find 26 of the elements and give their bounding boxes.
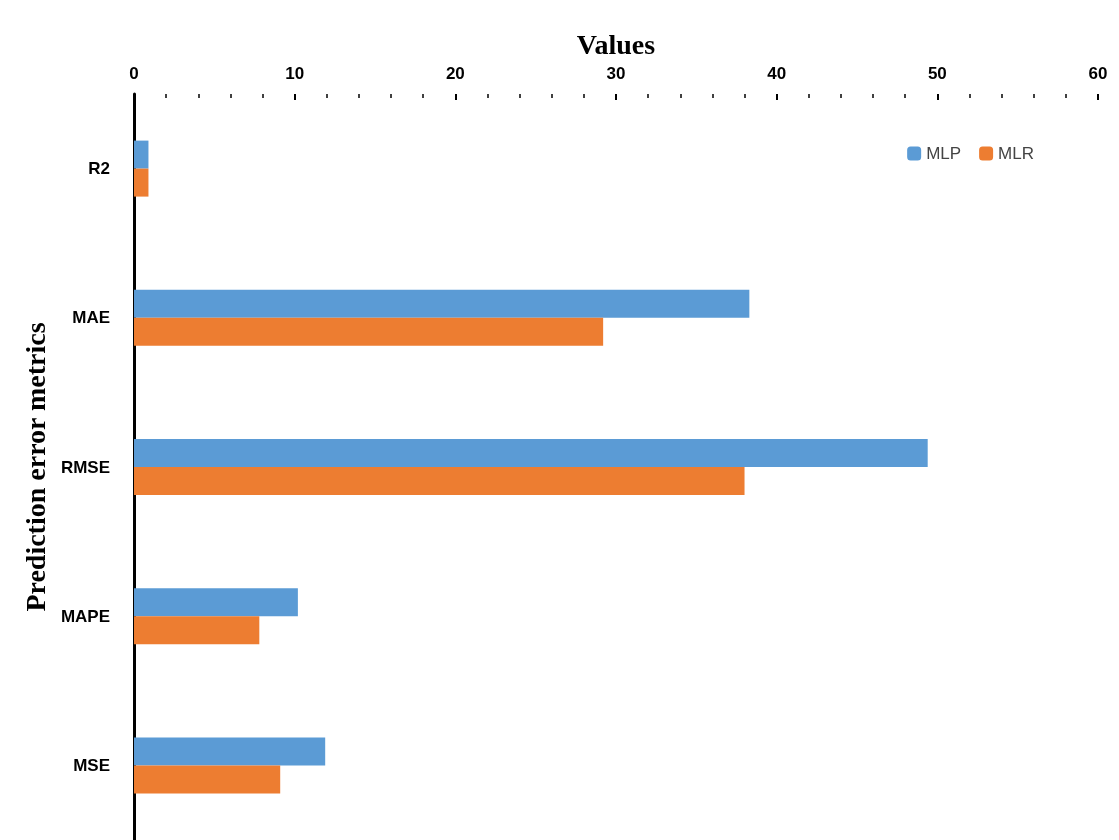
bar: [134, 467, 745, 495]
bar: [134, 588, 298, 617]
bar: [134, 140, 149, 169]
y-tick-label: R2: [88, 159, 110, 179]
x-tick-label: 30: [606, 64, 626, 83]
x-tick-label: 40: [767, 64, 787, 83]
bar: [134, 317, 604, 346]
legend-label: MLP: [926, 144, 962, 163]
bar: [134, 765, 281, 794]
x-tick-label: 60: [1088, 64, 1108, 83]
y-tick-label: MAPE: [60, 606, 110, 626]
y-tick-label: MAE: [72, 308, 110, 328]
x-axis-title: Values: [576, 28, 656, 60]
bar: [134, 616, 260, 645]
bar: [134, 737, 326, 766]
bar: [134, 289, 750, 318]
x-tick-label: 10: [285, 64, 305, 83]
y-axis-title: Prediction error metrics: [20, 322, 52, 612]
y-tick-label: MSE: [73, 755, 110, 775]
x-tick-label: 50: [927, 64, 947, 83]
x-tick-label: 0: [129, 64, 139, 83]
bar: [134, 439, 928, 467]
x-tick-label: 20: [445, 64, 465, 83]
legend-label: MLR: [998, 144, 1035, 163]
bar: [134, 168, 149, 197]
y-tick-label: RMSE: [60, 457, 110, 477]
